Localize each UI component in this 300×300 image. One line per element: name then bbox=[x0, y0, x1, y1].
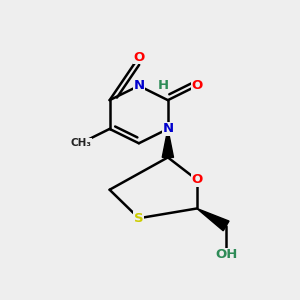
Text: O: O bbox=[191, 173, 202, 186]
Text: S: S bbox=[134, 212, 144, 225]
Text: O: O bbox=[191, 79, 202, 92]
Text: N: N bbox=[133, 79, 144, 92]
Text: OH: OH bbox=[215, 248, 237, 261]
Text: O: O bbox=[133, 50, 145, 64]
Polygon shape bbox=[197, 208, 229, 231]
Polygon shape bbox=[162, 129, 173, 158]
Text: H: H bbox=[158, 79, 169, 92]
Text: N: N bbox=[162, 122, 173, 135]
Text: CH₃: CH₃ bbox=[70, 138, 91, 148]
